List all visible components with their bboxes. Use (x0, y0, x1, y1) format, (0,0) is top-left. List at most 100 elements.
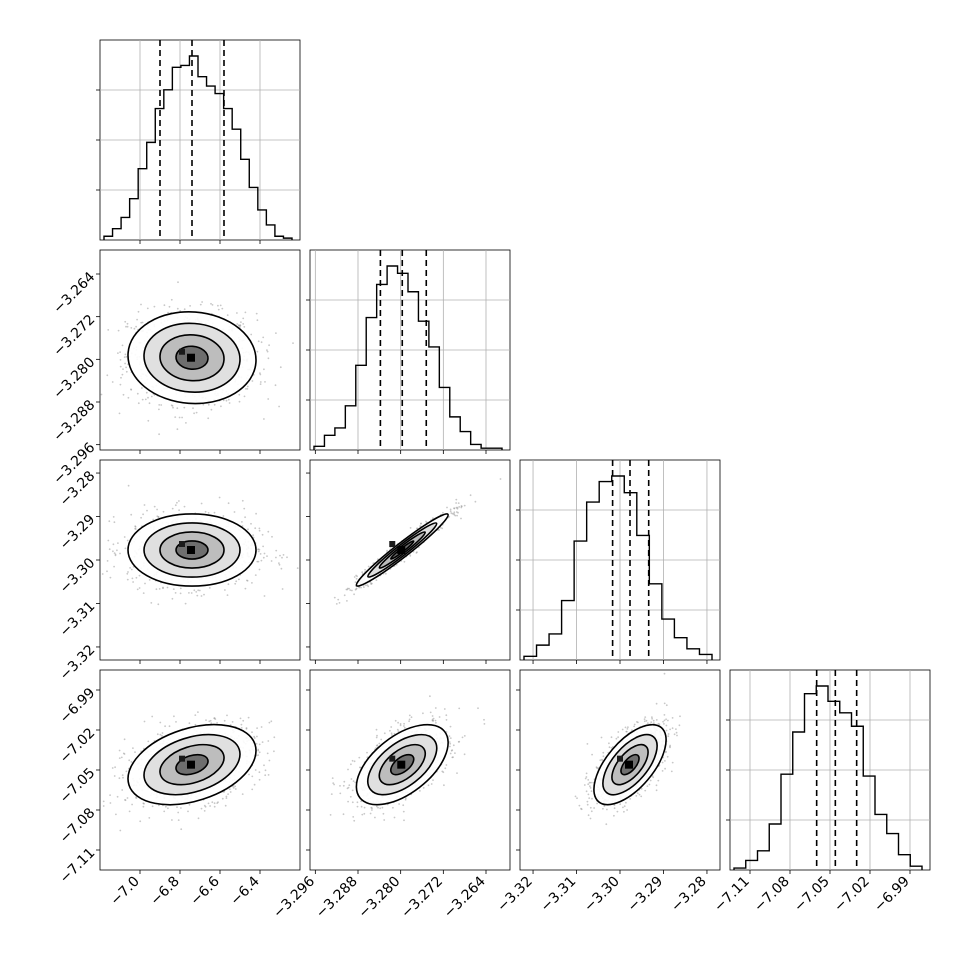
sample-point (179, 587, 182, 590)
sample-point (262, 545, 264, 548)
sample-point (343, 780, 346, 783)
sample-point (449, 725, 452, 728)
sample-point (188, 803, 191, 806)
sample-point (389, 546, 392, 549)
panel-frame (99, 249, 301, 451)
sample-point (176, 307, 179, 310)
sample-point (408, 714, 411, 717)
sample-point (163, 810, 166, 813)
sample-point (458, 506, 461, 508)
sample-point (333, 596, 336, 599)
scatter-panel-3-0 (99, 669, 301, 871)
scatter-panel-3-1 (309, 669, 511, 871)
sample-point (220, 405, 222, 408)
sample-point (113, 775, 116, 777)
sample-point (267, 740, 270, 742)
sample-point (364, 568, 366, 571)
sample-point (235, 580, 238, 583)
sample-point (121, 344, 124, 347)
sample-point (106, 560, 109, 562)
sample-point (117, 542, 119, 544)
sample-point (260, 726, 263, 728)
sample-point (256, 735, 258, 738)
scatter-panel-2-0 (99, 459, 301, 661)
sample-point (106, 374, 109, 377)
sample-point (112, 543, 115, 546)
sample-point (402, 804, 405, 807)
sample-point (165, 805, 167, 808)
density-peak (187, 760, 195, 769)
sample-point (446, 506, 448, 509)
sample-point (204, 510, 207, 513)
sample-point (241, 525, 244, 527)
sample-point (225, 795, 228, 798)
sample-point (138, 587, 141, 589)
sample-point (403, 819, 405, 822)
sample-point (132, 581, 135, 583)
sample-point (361, 571, 364, 574)
sample-point (125, 355, 128, 358)
sample-point (262, 336, 265, 339)
sample-point (337, 598, 340, 601)
sample-point (116, 549, 118, 552)
sample-point (123, 738, 126, 741)
sample-point (349, 795, 352, 798)
sample-point (457, 502, 460, 504)
sample-point (148, 579, 151, 581)
sample-point (247, 528, 249, 531)
sample-point (281, 588, 284, 590)
sample-point (258, 568, 261, 571)
sample-point (263, 368, 265, 371)
sample-point (207, 802, 210, 805)
sample-point (445, 719, 448, 721)
sample-point (268, 721, 271, 724)
sample-point (483, 718, 485, 721)
sample-point (236, 323, 239, 325)
sample-point (135, 576, 138, 579)
sample-point (391, 734, 393, 736)
sample-point (123, 356, 126, 358)
sample-point (241, 499, 244, 502)
density-peak (179, 541, 185, 547)
sample-point (151, 805, 154, 808)
sample-point (208, 587, 211, 589)
sample-point (271, 535, 273, 538)
sample-point (176, 428, 179, 431)
sample-point (142, 592, 145, 594)
sample-point (239, 324, 242, 327)
sample-point (150, 602, 153, 604)
sample-point (231, 721, 234, 723)
sample-point (259, 373, 262, 376)
sample-point (431, 715, 434, 717)
sample-point (173, 715, 175, 718)
sample-point (255, 312, 258, 315)
sample-point (398, 803, 400, 805)
sample-point (193, 412, 196, 415)
sample-point (353, 760, 356, 763)
sample-point (128, 759, 131, 762)
sample-point (239, 326, 241, 328)
sample-point (409, 527, 412, 529)
sample-point (203, 593, 205, 596)
sample-point (425, 520, 427, 523)
sample-point (241, 793, 244, 795)
sample-point (118, 777, 121, 780)
sample-point (263, 764, 265, 767)
sample-point (264, 381, 266, 383)
sample-point (111, 381, 114, 383)
sample-point (264, 774, 267, 777)
sample-point (349, 589, 352, 591)
sample-point (172, 588, 175, 590)
sample-point (140, 516, 143, 519)
sample-point (133, 327, 136, 330)
sample-point (135, 325, 138, 328)
sample-point (118, 412, 121, 415)
sample-point (138, 574, 141, 577)
sample-point (178, 416, 181, 419)
sample-point (125, 770, 128, 773)
sample-point (379, 807, 382, 810)
sample-point (243, 507, 246, 510)
sample-point (245, 727, 248, 729)
sample-point (375, 744, 378, 747)
sample-point (261, 533, 264, 536)
